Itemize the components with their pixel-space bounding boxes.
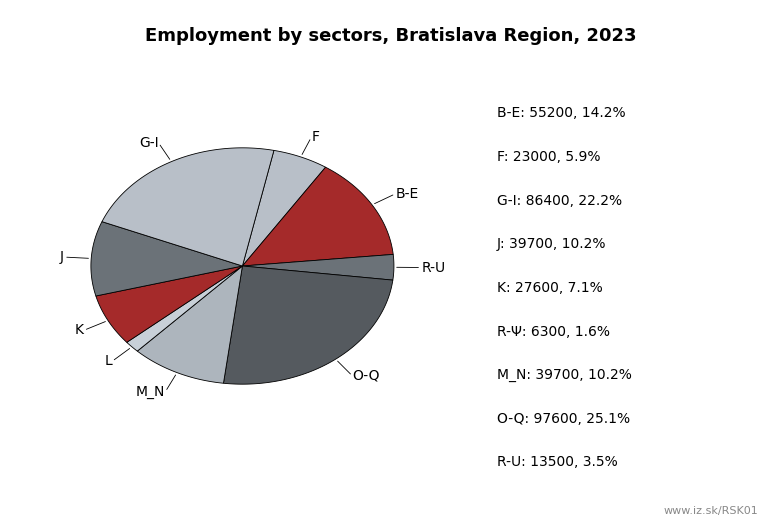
Text: G-I: G-I: [139, 136, 159, 150]
Text: Employment by sectors, Bratislava Region, 2023: Employment by sectors, Bratislava Region…: [145, 27, 637, 45]
Polygon shape: [242, 254, 394, 280]
Polygon shape: [224, 266, 393, 384]
Text: J: 39700, 10.2%: J: 39700, 10.2%: [497, 237, 606, 251]
Text: R-Ψ: 6300, 1.6%: R-Ψ: 6300, 1.6%: [497, 325, 610, 338]
Text: O-Q: O-Q: [353, 369, 380, 383]
Text: K: 27600, 7.1%: K: 27600, 7.1%: [497, 281, 602, 295]
Polygon shape: [242, 151, 325, 266]
Polygon shape: [138, 266, 242, 383]
Text: M_N: 39700, 10.2%: M_N: 39700, 10.2%: [497, 368, 631, 382]
Text: R-U: R-U: [421, 261, 445, 275]
Text: L: L: [104, 354, 112, 368]
Text: B-E: 55200, 14.2%: B-E: 55200, 14.2%: [497, 106, 625, 120]
Text: O-Q: 97600, 25.1%: O-Q: 97600, 25.1%: [497, 412, 630, 426]
Text: G-I: 86400, 22.2%: G-I: 86400, 22.2%: [497, 194, 622, 207]
Polygon shape: [96, 266, 242, 343]
Text: M_N: M_N: [136, 385, 165, 399]
Text: www.iz.sk/RSK01: www.iz.sk/RSK01: [664, 506, 759, 516]
Text: J: J: [60, 250, 64, 264]
Text: B-E: B-E: [396, 187, 418, 201]
Polygon shape: [242, 167, 393, 266]
Text: K: K: [75, 323, 84, 337]
Text: F: F: [311, 130, 319, 144]
Polygon shape: [127, 266, 242, 351]
Polygon shape: [91, 222, 242, 296]
Text: F: 23000, 5.9%: F: 23000, 5.9%: [497, 150, 600, 164]
Polygon shape: [102, 148, 274, 266]
Text: R-U: 13500, 3.5%: R-U: 13500, 3.5%: [497, 455, 617, 469]
